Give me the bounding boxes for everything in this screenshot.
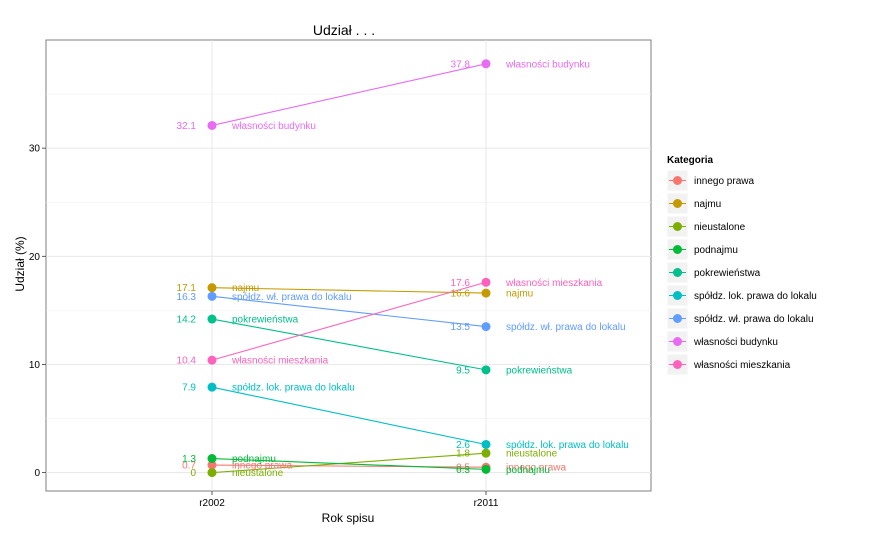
value-label-spoldz-lok-prawa-do-lokalu-r2002: 7.9: [182, 383, 196, 394]
category-label-pokrewienstwa-r2002: pokrewieństwa: [232, 315, 299, 326]
legend-title: Kategoria: [667, 155, 714, 166]
plot-background: [45, 39, 652, 492]
y-tick-label: 0: [34, 468, 40, 479]
legend-label-innego-prawa: innego prawa: [694, 176, 754, 187]
point-podnajmu-r2002: [207, 454, 217, 464]
value-label-spoldz-wl-prawa-do-lokalu-r2011: 13.5: [451, 322, 471, 333]
value-label-spoldz-lok-prawa-do-lokalu-r2011: 2.6: [456, 440, 470, 451]
series-line-podnajmu: [211, 458, 487, 470]
value-label-spoldz-wl-prawa-do-lokalu-r2002: 16.3: [177, 292, 197, 303]
value-label-pokrewienstwa-r2002: 14.2: [177, 315, 197, 326]
series-line-pokrewienstwa: [211, 318, 487, 371]
category-label-innego-prawa-r2002: innego prawa: [232, 461, 292, 472]
series-line-nieustalone: [211, 452, 487, 474]
legend-point-wlasnosci-mieszkania: [673, 360, 682, 369]
value-label-innego-prawa-r2011: 0.5: [456, 463, 470, 474]
point-najmu-r2002: [207, 283, 217, 293]
point-spoldz-lok-prawa-do-lokalu-r2011: [481, 439, 491, 449]
point-podnajmu-r2011: [481, 464, 491, 474]
legend-point-wlasnosci-budynku: [673, 337, 682, 346]
plot-panel: [45, 39, 652, 492]
legend-point-podnajmu: [673, 245, 682, 254]
point-spoldz-wl-prawa-do-lokalu-r2011: [481, 322, 491, 332]
y-tick-label: 10: [29, 360, 41, 371]
legend-label-pokrewienstwa: pokrewieństwa: [694, 268, 761, 279]
value-label-pokrewienstwa-r2011: 9.5: [456, 365, 470, 376]
legend-label-spoldz-lok-prawa-do-lokalu: spółdz. lok. prawa do lokalu: [694, 291, 817, 302]
point-nieustalone-r2011: [481, 448, 491, 458]
point-pokrewienstwa-r2002: [207, 314, 217, 324]
x-axis-title: Rok spisu: [322, 511, 375, 525]
legend: Kategoria innego prawa najmu nieustalone po…: [666, 155, 817, 376]
category-label-wlasnosci-mieszkania-r2002: własności mieszkania: [231, 356, 329, 367]
series-line-innego-prawa: [211, 464, 487, 468]
legend-label-wlasnosci-budynku: własności budynku: [693, 337, 778, 348]
category-label-podnajmu-r2011: podnajmu: [506, 465, 550, 476]
point-pokrewienstwa-r2011: [481, 365, 491, 375]
legend-point-pokrewienstwa: [673, 268, 682, 277]
point-spoldz-wl-prawa-do-lokalu-r2002: [207, 291, 217, 301]
value-label-wlasnosci-budynku-r2011: 37.8: [451, 59, 471, 70]
category-label-nieustalone-r2011: nieustalone: [506, 449, 558, 460]
category-label-nieustalone-r2002: nieustalone: [232, 468, 284, 479]
category-label-wlasnosci-budynku-r2011: własności budynku: [505, 59, 590, 70]
series-line-najmu: [211, 287, 487, 294]
value-label-najmu-r2011: 16.6: [451, 289, 471, 300]
point-wlasnosci-budynku-r2002: [207, 120, 217, 130]
point-spoldz-lok-prawa-do-lokalu-r2002: [207, 382, 217, 392]
y-tick-label: 30: [29, 144, 41, 155]
category-label-podnajmu-r2002: podnajmu: [232, 454, 276, 465]
category-label-spoldz-wl-prawa-do-lokalu-r2002: spółdz. wł. prawa do lokalu: [232, 292, 352, 303]
chart-title: Udział . . .: [313, 22, 375, 38]
point-wlasnosci-mieszkania-r2002: [207, 355, 217, 365]
y-axis-title: Udział (%): [13, 236, 27, 291]
value-label-wlasnosci-budynku-r2002: 32.1: [177, 121, 197, 132]
grid-lines: [46, 40, 651, 491]
category-label-najmu-r2011: najmu: [506, 289, 533, 300]
value-label-innego-prawa-r2002: 0.7: [182, 461, 196, 472]
x-tick-label: r2002: [199, 498, 225, 509]
category-label-spoldz-lok-prawa-do-lokalu-r2011: spółdz. lok. prawa do lokalu: [506, 440, 629, 451]
point-wlasnosci-budynku-r2011: [481, 59, 491, 69]
legend-label-podnajmu: podnajmu: [694, 245, 738, 256]
value-label-nieustalone-r2002: 0: [190, 468, 196, 479]
category-label-najmu-r2002: najmu: [232, 283, 259, 294]
category-label-spoldz-lok-prawa-do-lokalu-r2002: spółdz. lok. prawa do lokalu: [232, 383, 355, 394]
series-line-wlasnosci-mieszkania: [211, 281, 487, 361]
category-label-wlasnosci-budynku-r2002: własności budynku: [231, 121, 316, 132]
point-innego-prawa-r2002: [207, 460, 217, 470]
legend-label-spoldz-wl-prawa-do-lokalu: spółdz. wł. prawa do lokalu: [694, 314, 814, 325]
point-labels: 0.7 innego prawa 0.5 innego prawa 17.1 najmu 1…: [177, 59, 629, 479]
point-najmu-r2011: [481, 288, 491, 298]
category-label-innego-prawa-r2011: innego prawa: [506, 463, 566, 474]
value-label-podnajmu-r2002: 1.3: [182, 454, 196, 465]
series-line-spoldz-lok-prawa-do-lokalu: [211, 386, 487, 446]
legend-point-innego-prawa: [673, 176, 682, 185]
series-line-wlasnosci-budynku: [211, 63, 487, 126]
value-label-podnajmu-r2011: 0.3: [456, 465, 470, 476]
series-lines: [207, 59, 491, 478]
legend-point-nieustalone: [673, 222, 682, 231]
point-wlasnosci-mieszkania-r2011: [481, 277, 491, 287]
legend-point-spoldz-lok-prawa-do-lokalu: [673, 291, 682, 300]
category-label-spoldz-wl-prawa-do-lokalu-r2011: spółdz. wł. prawa do lokalu: [506, 322, 626, 333]
value-label-najmu-r2002: 17.1: [177, 283, 197, 294]
category-label-pokrewienstwa-r2011: pokrewieństwa: [506, 365, 573, 376]
value-label-wlasnosci-mieszkania-r2011: 17.6: [451, 278, 471, 289]
point-nieustalone-r2002: [207, 468, 217, 478]
x-tick-label: r2011: [474, 498, 499, 509]
legend-label-wlasnosci-mieszkania: własności mieszkania: [693, 360, 791, 371]
value-label-nieustalone-r2011: 1.8: [456, 449, 470, 460]
legend-label-nieustalone: nieustalone: [694, 222, 746, 233]
y-tick-label: 20: [29, 252, 41, 263]
legend-point-spoldz-wl-prawa-do-lokalu: [673, 314, 682, 323]
value-label-wlasnosci-mieszkania-r2002: 10.4: [177, 356, 197, 367]
category-label-wlasnosci-mieszkania-r2011: własności mieszkania: [505, 278, 603, 289]
axes: 0 10 20 30 r2002 r2011: [29, 144, 499, 509]
legend-label-najmu: najmu: [694, 199, 721, 210]
legend-point-najmu: [673, 199, 682, 208]
series-line-spoldz-wl-prawa-do-lokalu: [211, 295, 487, 328]
